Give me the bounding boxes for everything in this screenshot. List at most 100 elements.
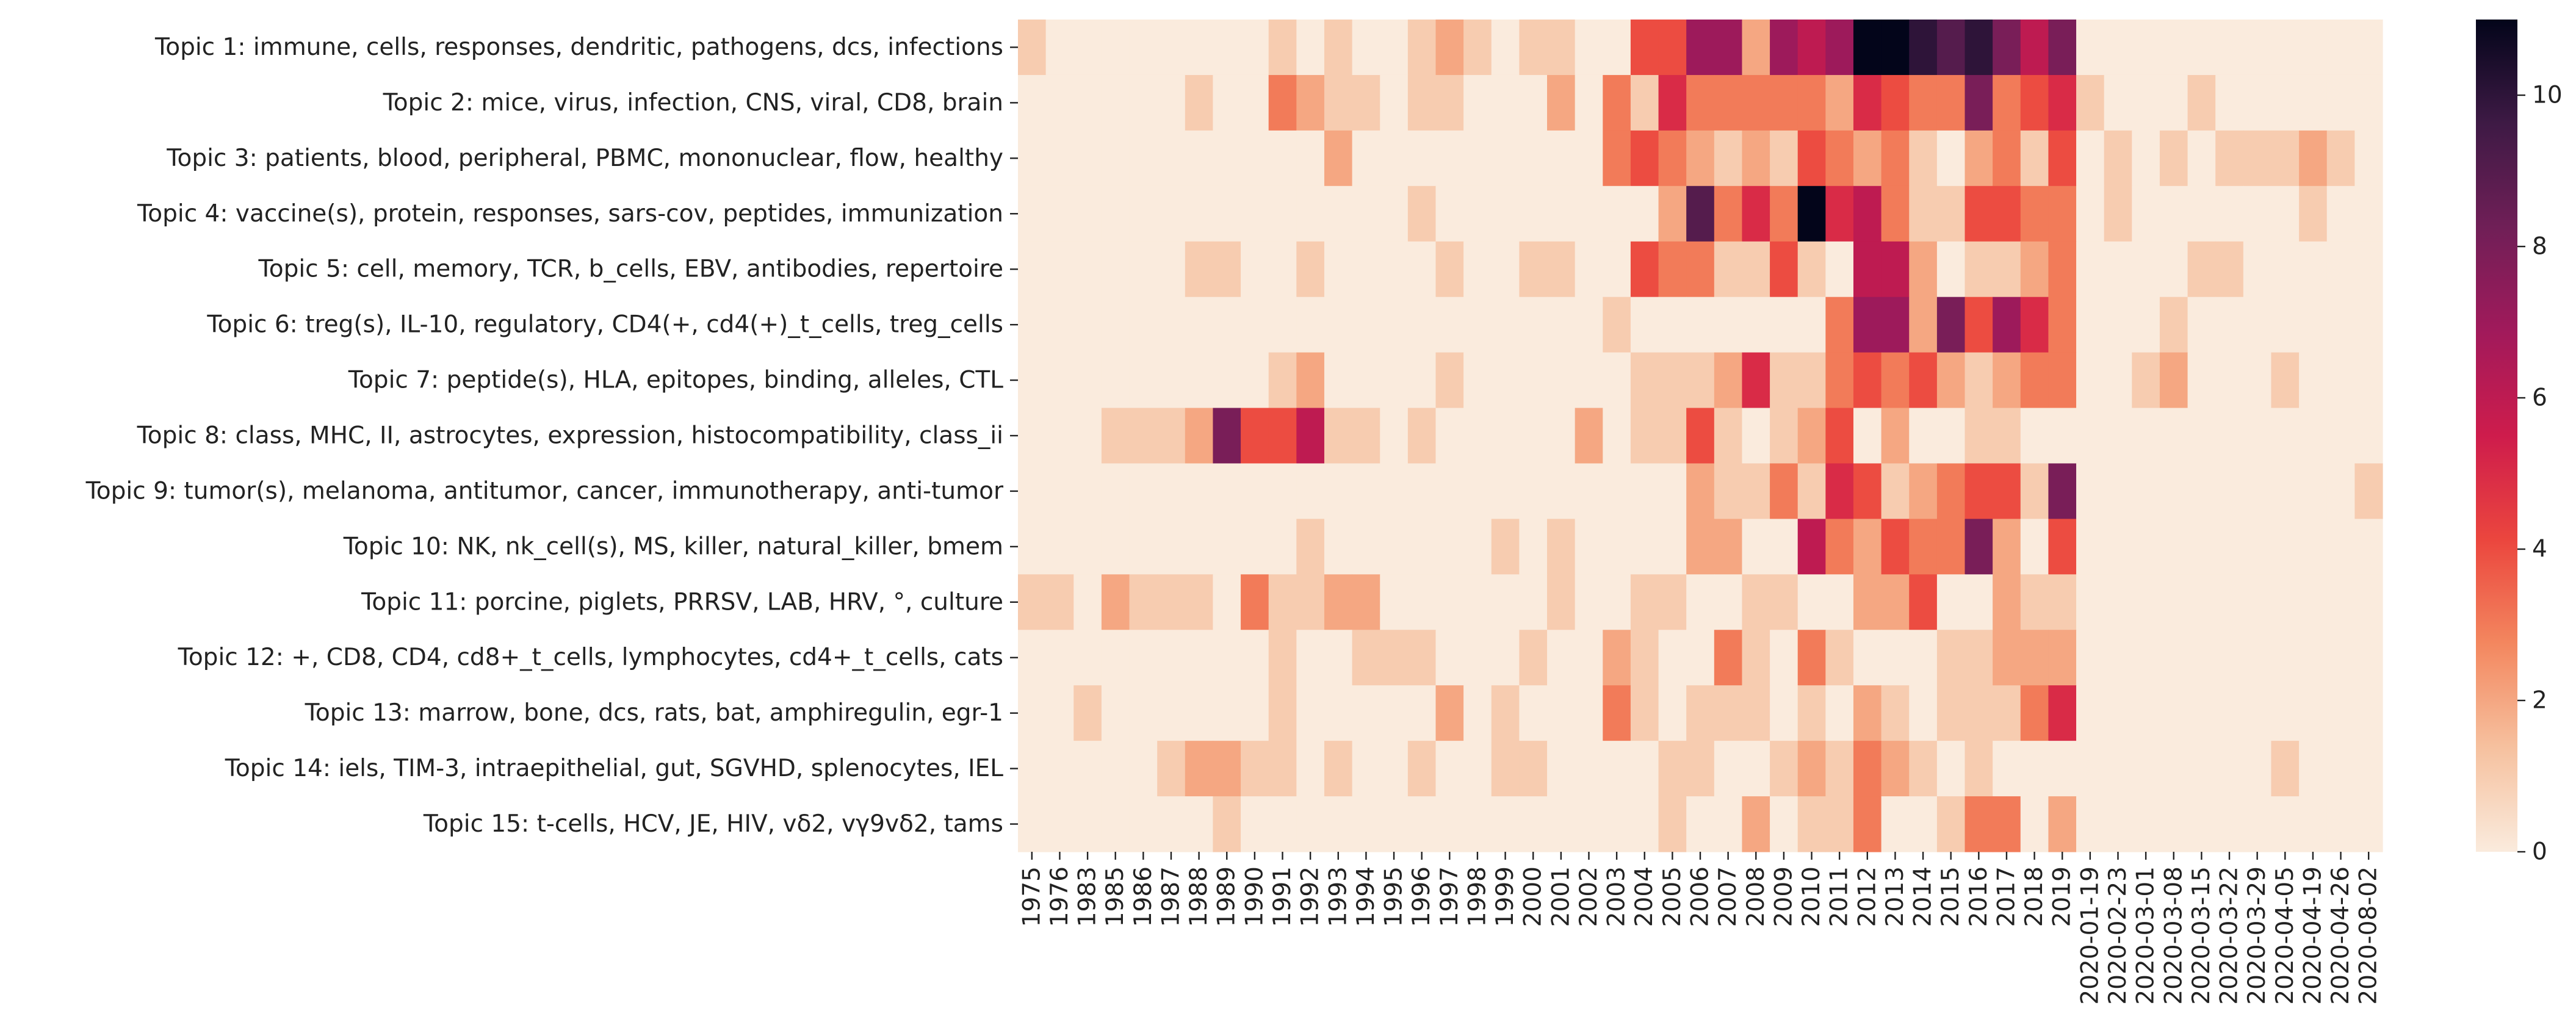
heatmap-cell (1045, 463, 1074, 519)
heatmap-cell (1324, 685, 1353, 741)
heatmap-cell (2076, 297, 2105, 353)
heatmap-cell (1909, 352, 1938, 409)
heatmap-cell (1241, 630, 1269, 686)
colorbar-tick-label: 8 (2532, 233, 2547, 261)
heatmap-cell (1825, 20, 1854, 76)
heatmap-cell (2299, 130, 2328, 187)
heatmap-cell (1129, 74, 1158, 131)
y-tick-label: Topic 5: cell, memory, TCR, b_cells, EBV… (258, 256, 1003, 283)
heatmap-cell (1129, 519, 1158, 575)
heatmap-cell (1407, 74, 1437, 131)
heatmap-cell (1463, 741, 1492, 797)
heatmap-cell (1380, 74, 1409, 131)
heatmap-cell (1993, 352, 2021, 409)
colorbar-tick-label: 0 (2532, 838, 2547, 866)
heatmap-cell (1658, 74, 1687, 131)
heatmap-cell (1964, 74, 1993, 131)
heatmap-cell (1686, 630, 1715, 686)
heatmap-cell (1380, 741, 1409, 797)
heatmap-cell (1686, 519, 1715, 575)
heatmap-cell (1435, 630, 1464, 686)
heatmap-cell (2187, 241, 2216, 298)
heatmap-cell (1575, 519, 1603, 575)
x-tick-label: 2006 (1687, 866, 1714, 927)
heatmap-cell (2354, 741, 2383, 797)
heatmap-cell (1213, 408, 1241, 464)
heatmap-cell (1936, 408, 1966, 464)
heatmap-cell (2271, 463, 2300, 519)
heatmap-cell (1909, 74, 1938, 131)
heatmap-cell (1742, 796, 1770, 852)
heatmap-cell (1547, 519, 1576, 575)
heatmap-cell (2243, 352, 2272, 409)
heatmap-cell (1603, 352, 1631, 409)
heatmap-cell (1547, 408, 1576, 464)
x-tick-label: 2002 (1575, 866, 1603, 927)
heatmap-cell (2354, 130, 2383, 187)
heatmap-cell (2159, 297, 2188, 353)
heatmap-cell (1101, 741, 1130, 797)
heatmap-cell (1491, 130, 1520, 187)
heatmap-cell (2271, 352, 2300, 409)
heatmap-cell (1603, 519, 1631, 575)
heatmap-cell (2354, 630, 2383, 686)
heatmap-cell (1045, 519, 1074, 575)
heatmap-cell (2020, 741, 2049, 797)
heatmap-cell (1101, 297, 1130, 353)
heatmap-cell (1407, 463, 1437, 519)
heatmap-cell (1129, 297, 1158, 353)
heatmap-cell (1352, 352, 1380, 409)
heatmap-cell (1045, 408, 1074, 464)
heatmap-cell (1296, 630, 1325, 686)
heatmap-cell (1630, 20, 1659, 76)
heatmap-cell (2076, 741, 2105, 797)
heatmap-cell (1018, 796, 1047, 852)
heatmap-cell (1575, 685, 1603, 741)
heatmap-cell (2299, 630, 2328, 686)
heatmap-cell (2076, 574, 2105, 630)
heatmap-cell (2299, 20, 2328, 76)
x-tick-label: 2017 (1993, 866, 2020, 927)
heatmap-cell (1964, 185, 1993, 242)
heatmap-cell (2020, 241, 2049, 298)
heatmap-cell (1407, 20, 1437, 76)
heatmap-cell (1993, 74, 2021, 131)
heatmap-cell (1296, 297, 1325, 353)
heatmap-cell (2243, 20, 2272, 76)
x-tick-label: 2020-03-22 (2216, 866, 2243, 1005)
heatmap-cell (1770, 463, 1799, 519)
heatmap-cell (1936, 574, 1966, 630)
heatmap-cell (2299, 352, 2328, 409)
heatmap-cell (1575, 241, 1603, 298)
heatmap-cell (1407, 741, 1437, 797)
heatmap-cell (2020, 130, 2049, 187)
heatmap-cell (1770, 130, 1799, 187)
heatmap-cell (1073, 519, 1102, 575)
heatmap-cell (1324, 241, 1353, 298)
x-tick-label: 2013 (1881, 866, 1909, 927)
heatmap-cell (1825, 574, 1854, 630)
heatmap-cell (1296, 74, 1325, 131)
heatmap-cell (2104, 519, 2132, 575)
heatmap-cell (2020, 519, 2049, 575)
heatmap-cell (1936, 630, 1966, 686)
heatmap-cell (2326, 297, 2355, 353)
heatmap-cell (2187, 297, 2216, 353)
heatmap-cell (2215, 130, 2244, 187)
heatmap-cell (1853, 297, 1882, 353)
heatmap-cell (1435, 519, 1464, 575)
heatmap-cell (2048, 241, 2077, 298)
heatmap-cell (1936, 463, 1966, 519)
x-tick-label: 1995 (1380, 866, 1408, 927)
heatmap-cell (1825, 297, 1854, 353)
heatmap-cell (1268, 408, 1297, 464)
heatmap-cell (2076, 352, 2105, 409)
heatmap-cell (1129, 408, 1158, 464)
heatmap-cell (1909, 741, 1938, 797)
heatmap-cell (1324, 185, 1353, 242)
heatmap-cell (1241, 519, 1269, 575)
heatmap-cell (1352, 241, 1380, 298)
heatmap-cell (1352, 74, 1380, 131)
heatmap-cell (1686, 297, 1715, 353)
y-tick-label: Topic 8: class, MHC, II, astrocytes, exp… (137, 422, 1003, 450)
